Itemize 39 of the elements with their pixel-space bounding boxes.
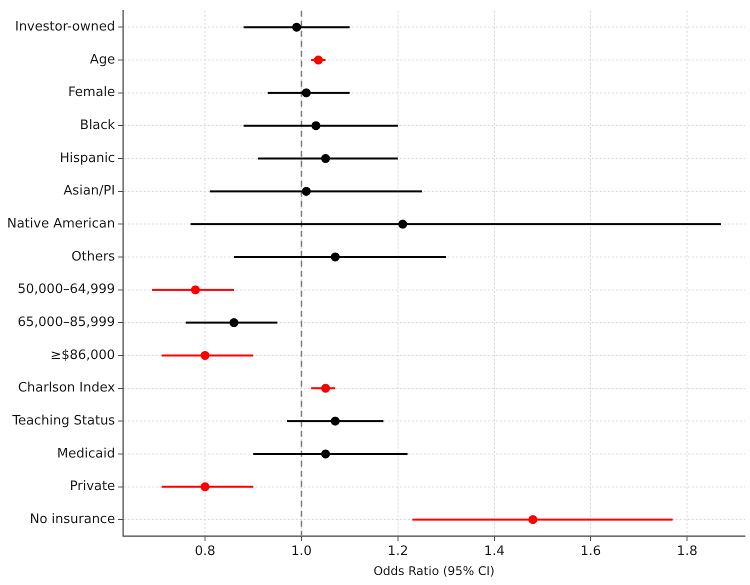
y-tick-label: Medicaid — [57, 446, 116, 462]
x-tick-label: 1.0 — [291, 544, 312, 560]
y-tick-label: Investor-owned — [14, 20, 116, 35]
y-tick-label: Hispanic — [60, 150, 116, 166]
point — [190, 285, 200, 294]
y-tick-label: Native American — [6, 216, 116, 232]
y-tick-label: Age — [90, 52, 116, 68]
point — [200, 482, 210, 492]
point — [330, 416, 340, 426]
y-tick-label: Others — [71, 249, 116, 264]
point — [292, 22, 302, 32]
x-tick-label: 0.8 — [194, 544, 216, 560]
y-tick-label: 65,000–85,999 — [18, 315, 116, 330]
point — [314, 56, 323, 65]
x-axis-title: Odds Ratio (95% CI) — [373, 564, 495, 578]
point — [330, 252, 340, 262]
point — [398, 220, 408, 229]
point — [321, 154, 330, 164]
point — [528, 515, 538, 524]
point — [321, 384, 330, 393]
point — [302, 88, 311, 98]
point — [302, 186, 311, 196]
y-tick-label: Asian/PI — [64, 184, 116, 199]
point — [200, 350, 210, 360]
y-tick-label: Private — [70, 479, 116, 494]
x-tick-label: 1.8 — [676, 544, 698, 560]
point — [229, 318, 238, 328]
point — [321, 449, 330, 458]
x-tick-label: 1.6 — [580, 544, 602, 560]
y-tick-label: ≥$86,000 — [50, 348, 116, 363]
y-tick-label: Black — [80, 118, 116, 134]
y-tick-label: No insurance — [30, 512, 116, 527]
y-tick-label: Female — [68, 85, 116, 100]
point — [311, 121, 320, 130]
x-tick-label: 1.2 — [388, 544, 408, 560]
y-tick-label: Charlson Index — [18, 380, 116, 396]
x-tick-label: 1.4 — [484, 544, 505, 560]
y-tick-label: Teaching Status — [11, 413, 116, 428]
y-tick-label: 50,000–64,999 — [18, 282, 116, 298]
